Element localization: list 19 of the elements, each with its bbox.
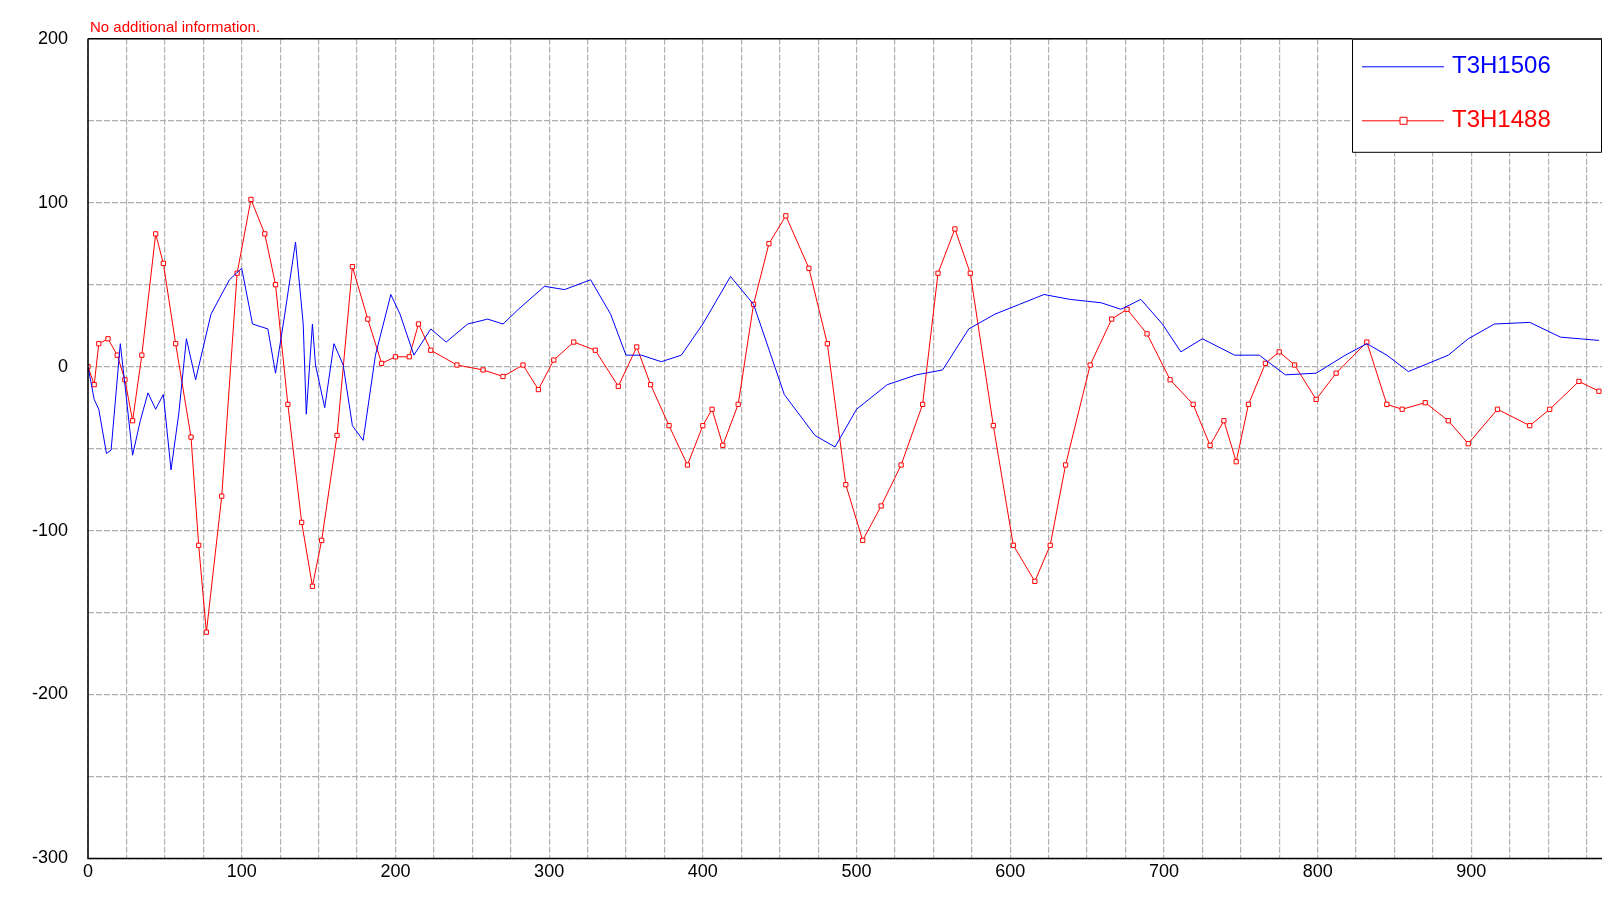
legend-label: T3H1488 (1452, 105, 1551, 133)
x-tick-label: 500 (841, 861, 872, 882)
x-tick-label: 600 (995, 861, 1026, 882)
x-tick-label: 300 (534, 861, 565, 882)
x-tick-label: 400 (687, 861, 718, 882)
y-tick-label: 200 (37, 27, 69, 48)
text: No additional information. (90, 18, 261, 36)
y-tick-label: -100 (32, 519, 69, 540)
y-tick-label: 100 (37, 191, 69, 212)
y-tick-label: -300 (32, 847, 69, 868)
x-tick-label: 200 (380, 861, 411, 882)
y-tick-label: -200 (32, 683, 69, 704)
x-tick-label: 800 (1302, 861, 1333, 882)
x-tick-label: 900 (1456, 861, 1487, 882)
x-tick-label: 0 (83, 861, 94, 882)
legend-label: T3H1506 (1452, 51, 1551, 79)
x-tick-label: 100 (226, 861, 257, 882)
y-tick-label: 0 (58, 355, 69, 376)
x-tick-label: 700 (1148, 861, 1179, 882)
